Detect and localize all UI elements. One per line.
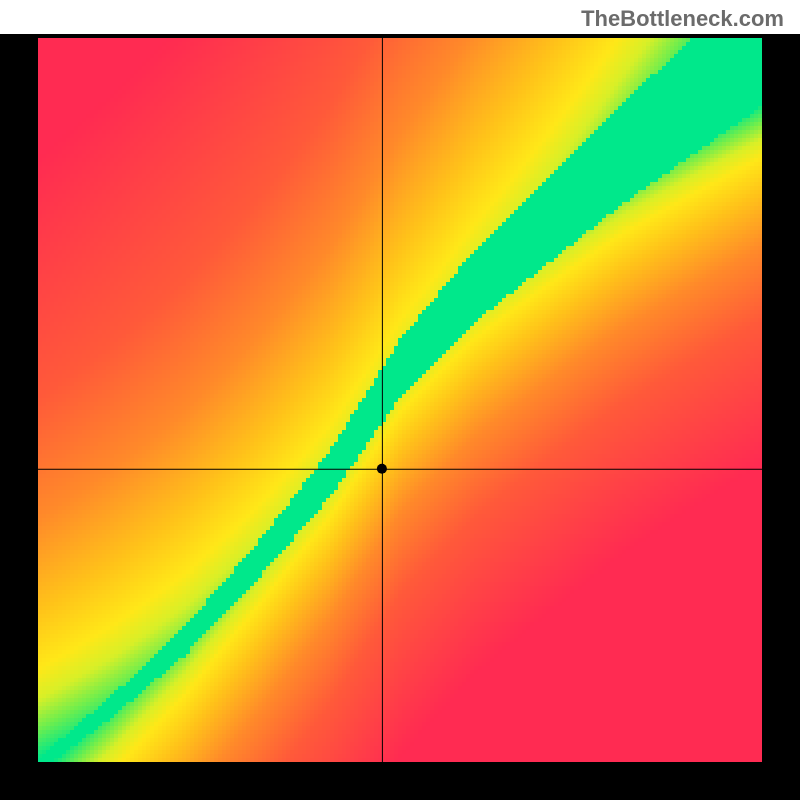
chart-container: { "meta": { "watermark": "TheBottleneck.… (0, 0, 800, 800)
watermark-text: TheBottleneck.com (581, 6, 784, 32)
bottleneck-heatmap (0, 0, 800, 800)
